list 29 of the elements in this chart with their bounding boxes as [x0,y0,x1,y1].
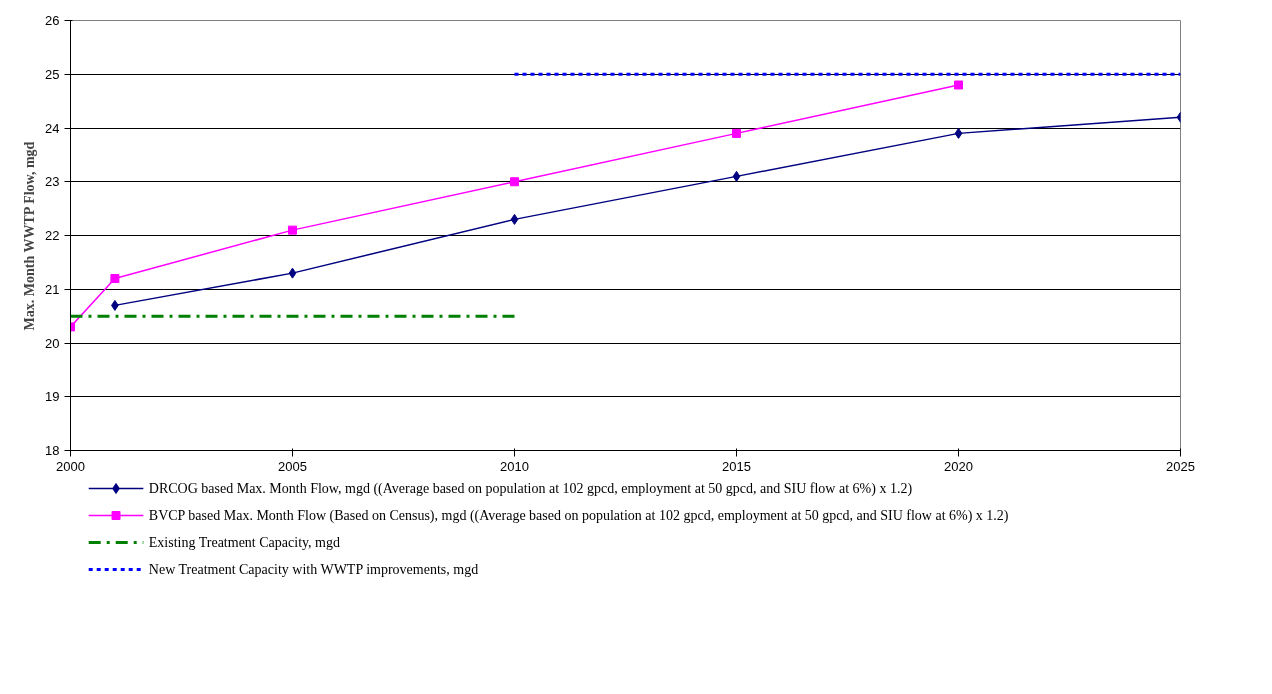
y-tick-label: 18 [45,443,60,458]
x-tick-label: 2005 [278,458,307,474]
y-tick-label: 23 [45,174,60,190]
y-tick-label: 22 [45,228,60,243]
y-tick-label: 25 [45,66,60,82]
point [288,225,297,235]
legend-label: New Treatment Capacity with WWTP improvements, mgd [148,562,479,577]
point [732,128,741,138]
point [510,213,519,225]
point [288,267,297,279]
point [110,274,120,283]
x-tick-label: 2025 [1166,458,1195,474]
y-tick-label: 24 [45,120,60,136]
legend-label: Existing Treatment Capacity, mgd [148,535,340,550]
y-tick-label: 20 [45,335,60,351]
y-tick-label: 21 [45,281,60,297]
y-axis-title: Max. Month WWTP Flow, mgd [22,141,38,331]
y-tick-label: 26 [45,13,60,28]
point [510,177,519,187]
x-tick-label: 2010 [500,458,529,474]
point [954,80,963,90]
x-tick-label: 2015 [722,458,751,474]
x-tick-label: 2000 [56,458,85,474]
x-tick-label: 2020 [944,458,973,474]
point [954,127,963,139]
point [732,170,741,182]
legend-label: DRCOG based Max. Month Flow, mgd ((Average based on population at 102 gpcd, employment at 50 gpcd, and SIU flow at 6%) x 1.2) [148,481,913,497]
legend-label: BVCP based Max. Month Flow (Based on Census), mgd ((Average based on population at 102 gpcd, employment at 50 gpcd, and SIU flow at 6%) x 1.2) [148,508,1009,524]
y-tick-label: 19 [45,389,60,405]
